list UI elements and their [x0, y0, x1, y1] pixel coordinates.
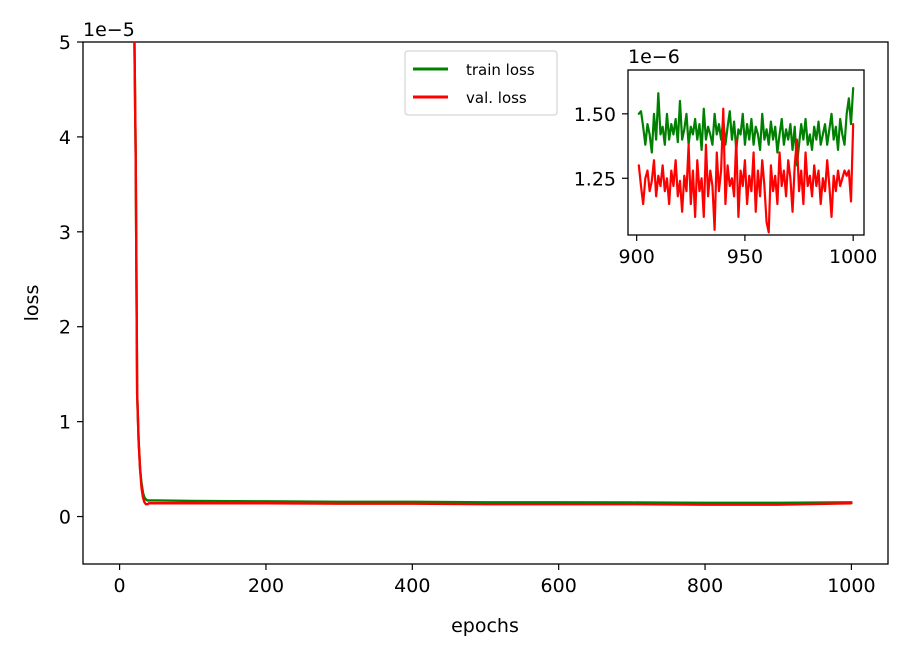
inset-plot-frame [627, 69, 865, 236]
main-y-tick-label: 0 [59, 507, 71, 529]
main-y-tick-label: 1 [59, 412, 71, 434]
main-x-tick-label: 600 [541, 575, 577, 597]
legend-label-train-loss: train loss [466, 61, 535, 79]
inset-x-tick-label: 950 [727, 246, 763, 268]
inset-x-tick-label: 900 [619, 246, 655, 268]
inset-y-offset-label: 1e−6 [628, 46, 680, 68]
inset-series-line-train-loss [637, 86, 855, 167]
main-x-tick-label: 800 [687, 575, 723, 597]
main-y-tick-label: 5 [59, 32, 71, 54]
main-x-tick-label: 200 [248, 575, 284, 597]
main-y-tick-label: 4 [59, 127, 71, 149]
x-axis-label: epochs [451, 615, 519, 637]
y-axis-label: loss [21, 285, 43, 322]
main-y-tick-label: 2 [59, 317, 71, 339]
main-plot-frame [82, 41, 889, 565]
legend-label-val-loss: val. loss [466, 89, 527, 107]
legend-frame [404, 50, 558, 116]
main-x-tick-label: 400 [394, 575, 430, 597]
inset-x-tick-label: 1000 [829, 246, 877, 268]
inset-y-tick-label: 1.50 [574, 104, 616, 126]
main-y-offset-label: 1e−5 [83, 19, 135, 41]
main-plot-area: 0 200 400 600 800 1000 0 1 2 3 4 5 1e−5 epochs los… [21, 19, 889, 637]
main-x-tick-label: 0 [114, 575, 126, 597]
inset-series-line-val-loss [637, 107, 855, 234]
main-y-tick-label: 3 [59, 222, 71, 244]
inset-y-tick-label: 1.25 [574, 168, 616, 190]
legend: train loss val. loss [404, 50, 558, 116]
main-series-line-val-loss [133, 42, 853, 506]
main-x-tick-label: 1000 [827, 575, 875, 597]
inset-plot-area: 900 950 1000 1.25 1.50 1e−6 [574, 46, 878, 268]
